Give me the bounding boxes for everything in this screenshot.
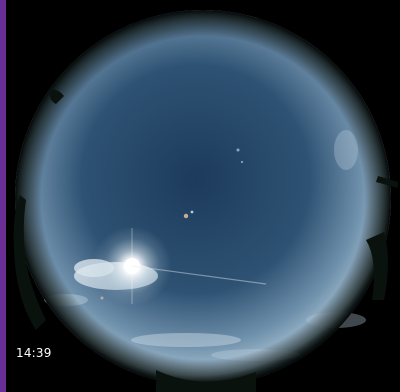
timestamp-label: 14:39 <box>16 346 52 360</box>
horizon-trees <box>13 89 398 392</box>
fisheye-sky <box>6 0 400 392</box>
camera-viewport: 14:39 <box>6 0 400 392</box>
